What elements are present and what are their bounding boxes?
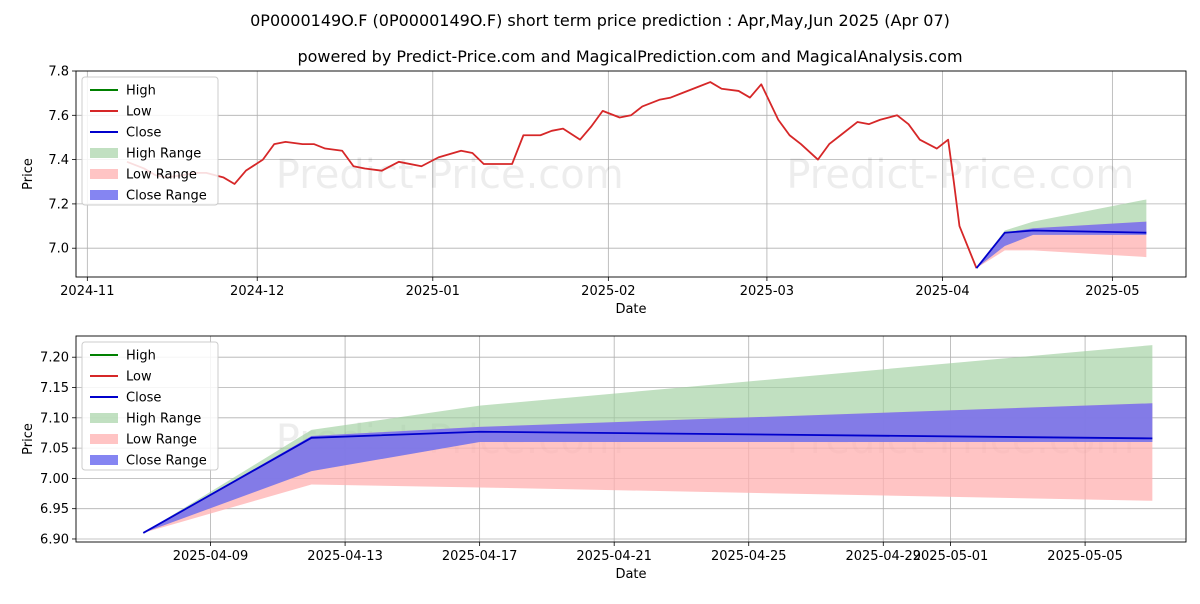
y-tick-label: 7.6	[48, 109, 69, 124]
chart-title: 0P0000149O.F (0P0000149O.F) short term p…	[250, 11, 950, 30]
chart-subtitle: powered by Predict-Price.com and Magical…	[297, 47, 962, 66]
legend-swatch	[90, 413, 118, 423]
legend-label: Low	[126, 105, 152, 120]
legend-label: High Range	[126, 147, 201, 162]
x-axis-label: Date	[615, 567, 646, 582]
legend-swatch	[90, 434, 118, 444]
y-axis-label: Price	[21, 158, 36, 190]
legend-swatch	[90, 148, 118, 158]
axes-frame	[75, 70, 1187, 278]
y-axis-label: Price	[21, 423, 36, 455]
low-history-line	[126, 81, 978, 269]
x-tick-label: 2025-04-29	[845, 549, 921, 564]
legend-label: Low Range	[126, 168, 197, 183]
y-tick-label: 7.05	[40, 442, 69, 457]
x-tick-label: 2025-05	[1085, 284, 1139, 299]
x-tick-label: 2025-04-13	[307, 549, 383, 564]
x-axis-label: Date	[615, 302, 646, 317]
x-tick-label: 2025-04-21	[576, 549, 652, 564]
legend-label: Close	[126, 126, 161, 141]
x-tick-label: 2025-03	[740, 284, 794, 299]
y-tick-label: 7.4	[48, 153, 69, 168]
legend-label: Close Range	[126, 189, 207, 204]
legend-label: High	[126, 349, 156, 364]
y-tick-label: 7.15	[40, 381, 69, 396]
close-forecast-line	[975, 229, 1147, 269]
y-tick-label: 7.20	[40, 351, 69, 366]
y-tick-label: 7.0	[48, 242, 69, 257]
legend-swatch	[90, 190, 118, 200]
x-tick-label: 2024-12	[230, 284, 284, 299]
x-tick-label: 2025-04-09	[173, 549, 249, 564]
x-tick-label: 2025-01	[406, 284, 460, 299]
x-tick-label: 2025-02	[581, 284, 635, 299]
legend-label: Low	[126, 370, 152, 385]
plot-area	[126, 81, 1147, 269]
y-tick-label: 6.90	[40, 532, 69, 547]
axes-frame	[75, 335, 1187, 543]
legend-swatch	[90, 169, 118, 179]
plot-area	[142, 345, 1153, 534]
x-tick-label: 2025-05-01	[913, 549, 989, 564]
y-tick-label: 7.8	[48, 65, 69, 80]
y-tick-label: 6.95	[40, 502, 69, 517]
legend-swatch	[90, 455, 118, 465]
close-range-band	[976, 221, 1147, 269]
legend-label: High Range	[126, 412, 201, 427]
x-tick-label: 2024-11	[60, 284, 114, 299]
watermark-text: Predict-Price.com	[786, 152, 1134, 198]
legend-label: High	[126, 84, 156, 99]
x-tick-label: 2025-04-25	[711, 549, 787, 564]
y-tick-label: 7.2	[48, 197, 69, 212]
legend-label: Low Range	[126, 433, 197, 448]
top-chart-panel: 2024-11 2024-12 2025-01 2025-02 2025-03 2025-…	[21, 65, 1187, 317]
y-tick-label: 7.10	[40, 411, 69, 426]
legend: High Low Close High Range Low Range Close Ran…	[81, 341, 219, 471]
watermark-text: Predict-Price.com	[276, 152, 624, 198]
legend-label: Close	[126, 391, 161, 406]
legend-label: Close Range	[126, 454, 207, 469]
x-tick-label: 2025-04-17	[442, 549, 518, 564]
close-forecast-line	[142, 430, 1153, 534]
legend: High Low Close High Range Low Range Close Ran…	[81, 76, 219, 206]
y-tick-label: 7.00	[40, 472, 69, 487]
bottom-chart-panel: 2025-04-09 2025-04-13 2025-04-17 2025-04-21…	[21, 335, 1187, 582]
x-tick-label: 2025-04	[915, 284, 969, 299]
x-tick-label: 2025-05-05	[1047, 549, 1123, 564]
